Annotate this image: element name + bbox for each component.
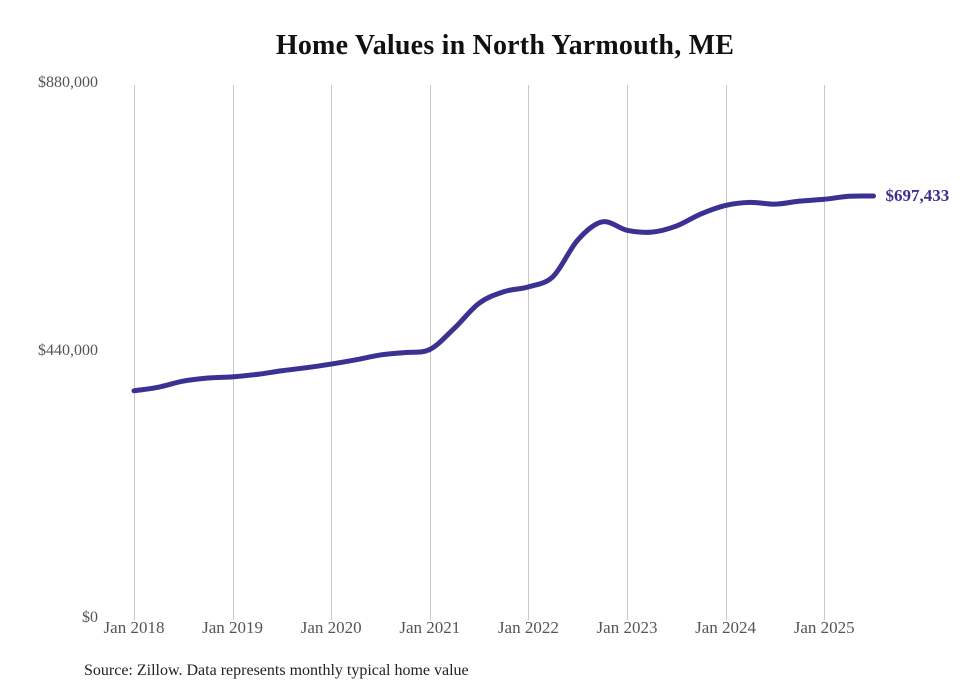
gridline-jan-2020 (331, 85, 332, 620)
page-title: Home Values in North Yarmouth, ME (275, 30, 735, 61)
y-tick: $440,000 (0, 342, 98, 359)
x-tick-label: Jan 2019 (202, 618, 264, 637)
gridline-jan-2024 (726, 85, 727, 620)
y-tick: $880,000 (0, 74, 98, 91)
gridline-jan-2018 (134, 85, 135, 620)
gridline-jan-2023 (627, 85, 628, 620)
x-tick-label: Jan 2025 (793, 618, 855, 637)
gridline-jan-2021 (430, 85, 431, 620)
x-tick-label: Jan 2021 (399, 618, 461, 637)
y-tick-label: $440,000 (38, 341, 98, 359)
source-note: Source: Zillow. Data represents monthly … (84, 662, 469, 679)
y-tick: $0 (0, 609, 98, 626)
x-tick-label: Jan 2022 (497, 618, 559, 637)
gridline-jan-2022 (528, 85, 529, 620)
x-tick-label: Jan 2023 (596, 618, 658, 637)
y-tick-label: $0 (82, 609, 98, 626)
y-tick-label: $880,000 (38, 74, 98, 91)
x-tick-label: Jan 2018 (103, 618, 165, 637)
gridline-jan-2025 (824, 85, 825, 620)
x-tick-label: Jan 2020 (300, 618, 362, 637)
gridline-jan-2019 (233, 85, 234, 620)
end-value-label: $697,433 (885, 185, 950, 205)
home-value-line (131, 193, 876, 394)
x-tick-label: Jan 2024 (695, 618, 757, 637)
